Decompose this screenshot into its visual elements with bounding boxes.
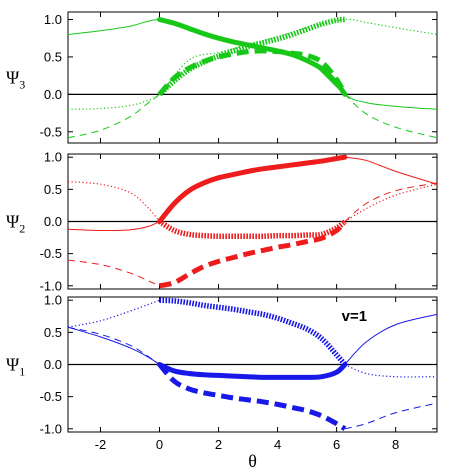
x-tick-label: 0 [156,437,163,452]
series-line-thin-solid [344,313,437,365]
series-line-thin-dashed [344,182,437,222]
series-line-thin-solid [344,156,437,185]
y-tick-label: -0.5 [40,246,62,261]
y-tick-label: -0.5 [40,389,62,404]
series-line-thin-solid [68,221,160,232]
y-tick-label: 0.5 [44,182,62,197]
panel-ylabel: Ψ1 [6,355,25,379]
y-tick-label: 1.0 [44,150,62,165]
panel-ylabel: Ψ2 [6,212,25,236]
series-line-thin-dotted [344,363,437,378]
series-line-thin-dashed [344,402,437,430]
series-line-thin-solid [68,326,160,365]
series-line-thin-dotted [68,18,437,110]
x-tick-label: 4 [274,437,281,452]
x-tick-label: -2 [95,437,107,452]
series-line-thin-dotted [344,183,437,223]
series-line-thin-dashed [344,93,437,139]
annotation-label: v=1 [342,308,367,325]
series-line-thick-dashed [158,219,347,289]
series-line-thick-dashed [157,48,348,97]
series-line-thick-dotted [159,297,347,367]
series-line-thin-dotted [68,181,160,222]
x-tick-label: 2 [215,437,222,452]
series-line-thin-dotted [68,299,160,328]
series-line-thick-dashed [157,362,347,431]
series-line-thin-dashed [68,93,160,139]
y-tick-label: 0.5 [44,49,62,64]
y-tick-label: 0.0 [44,87,62,102]
y-tick-label: -1.0 [40,278,62,293]
y-tick-label: -1.0 [40,421,62,436]
y-tick-label: 0.0 [44,214,62,229]
panel-frame [67,11,438,144]
x-tick-label: 8 [392,437,399,452]
series-line-thin-solid [68,18,437,110]
x-axis-label: θ [248,451,257,471]
series-line-thick-dotted [158,219,347,240]
panel-ylabel: Ψ3 [6,68,25,92]
y-tick-label: 1.0 [44,293,62,308]
y-tick-label: 0.0 [44,357,62,372]
x-tick-label: 6 [333,437,340,452]
series-line-thick-solid [157,362,348,380]
series-line-thin-dashed [68,259,160,287]
y-tick-label: 1.0 [44,12,62,27]
y-tick-label: 0.5 [44,325,62,340]
series-line-thick-solid [157,154,348,224]
y-tick-label: -0.5 [40,124,62,139]
series-line-thin-dashed [68,326,160,365]
